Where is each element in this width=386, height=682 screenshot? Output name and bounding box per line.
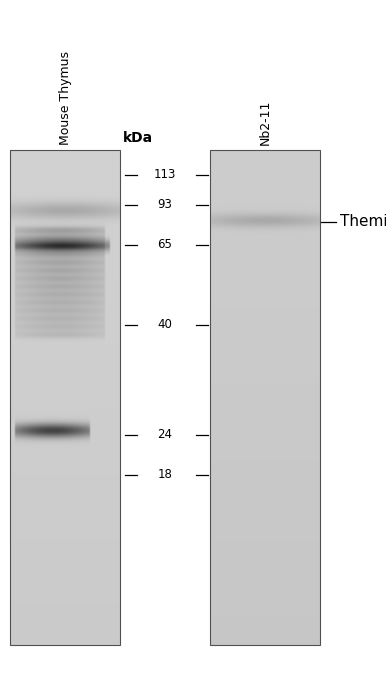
Bar: [10, 150, 120, 645]
Text: Mouse Thymus: Mouse Thymus: [59, 51, 71, 145]
Text: 113: 113: [154, 168, 176, 181]
Text: 40: 40: [157, 318, 173, 331]
Text: Themis: Themis: [340, 215, 386, 230]
Bar: [210, 150, 320, 645]
Text: 24: 24: [157, 428, 173, 441]
Text: 65: 65: [157, 239, 173, 252]
Text: 18: 18: [157, 469, 173, 481]
Text: 93: 93: [157, 198, 173, 211]
Text: Nb2-11: Nb2-11: [259, 100, 271, 145]
Text: kDa: kDa: [123, 131, 153, 145]
